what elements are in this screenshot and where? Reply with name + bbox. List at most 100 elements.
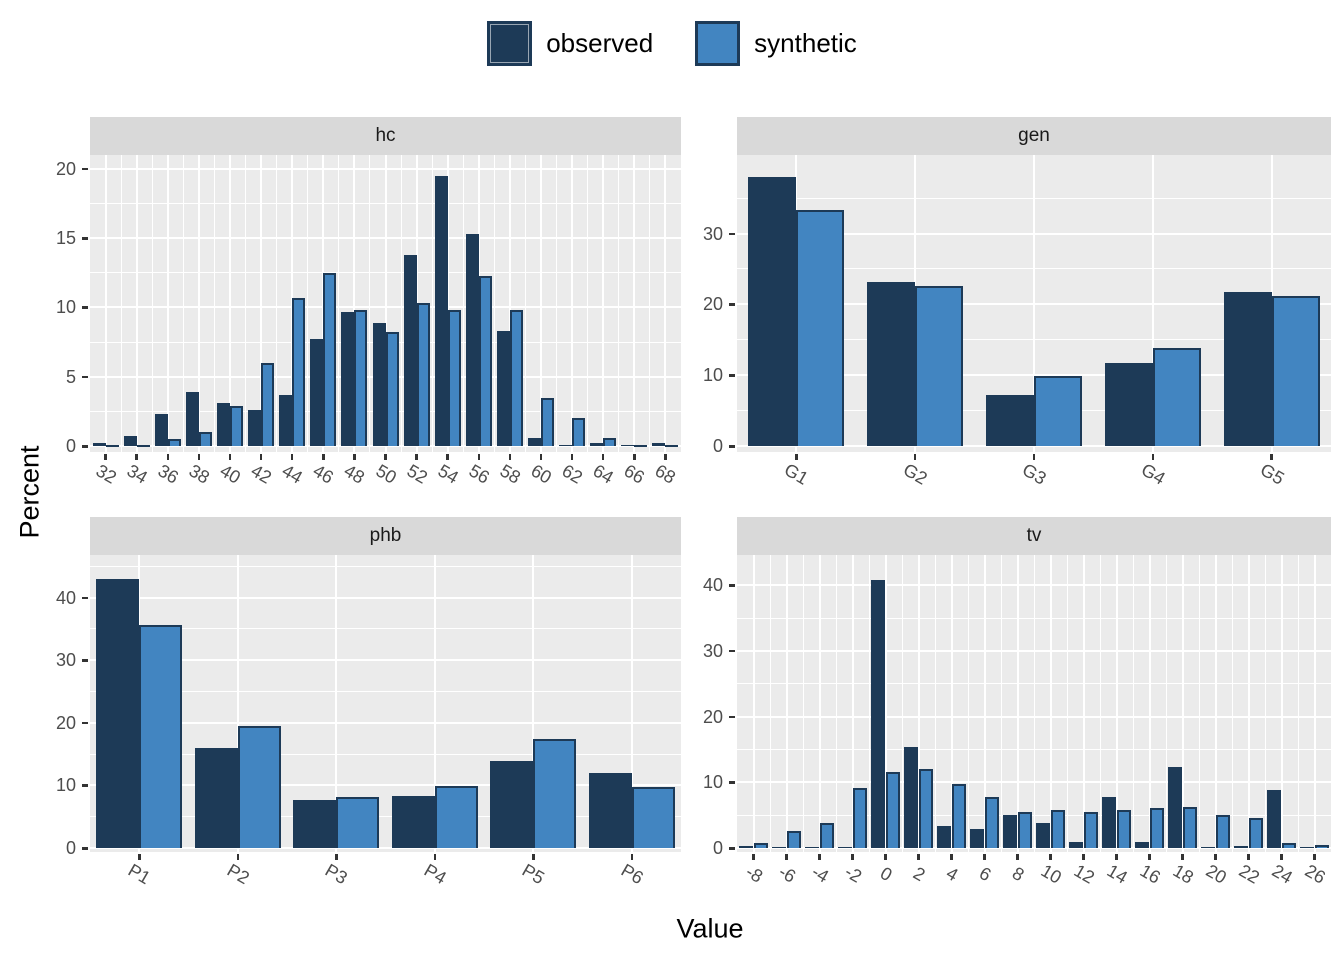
x-tick-label-tv-0: 0 — [876, 862, 896, 886]
bar-observed-10 — [1036, 823, 1051, 848]
gridline-x-major — [1214, 555, 1217, 852]
gridline-x-minor — [868, 555, 870, 852]
bar-synthetic-52 — [416, 303, 430, 446]
bar-observed-46 — [310, 339, 324, 446]
gridline-y-minor — [737, 339, 1331, 341]
bar-synthetic-P1 — [139, 625, 183, 848]
y-tick-label-phb-30: 30 — [55, 650, 76, 671]
gridline-x-minor — [431, 155, 433, 452]
x-tick-mark — [384, 454, 387, 460]
bar-observed-58 — [496, 330, 510, 446]
x-tick-label-tv--8: -8 — [741, 861, 766, 887]
gridline-x-minor — [276, 155, 278, 452]
x-tick-mark — [570, 454, 574, 460]
gridline-x-major — [446, 155, 449, 452]
gridline-y-major — [737, 584, 1331, 587]
x-tick-label-hc-44: 44 — [278, 460, 307, 488]
gridline-y-major — [737, 303, 1331, 306]
bar-synthetic-50 — [385, 332, 399, 446]
x-tick-mark — [1016, 854, 1019, 860]
gridline-y-minor — [90, 753, 681, 755]
y-tick-mark — [729, 715, 735, 719]
gridline-x-minor — [400, 155, 402, 452]
bar-synthetic-66 — [634, 444, 648, 447]
gridline-x-major — [104, 155, 107, 452]
x-tick-label-tv-26: 26 — [1301, 860, 1329, 888]
bar-observed-54 — [434, 175, 448, 446]
gridline-x-major — [135, 155, 138, 452]
y-tick-mark — [729, 584, 735, 587]
bar-observed-2 — [904, 747, 919, 848]
x-tick-mark — [795, 454, 798, 460]
x-tick-mark — [1247, 854, 1250, 860]
gridline-x-major — [1280, 555, 1283, 852]
bar-observed--8 — [739, 846, 754, 848]
x-tick-label-hc-32: 32 — [92, 460, 120, 488]
bar-observed-P6 — [588, 772, 632, 848]
x-tick-label-tv-6: 6 — [975, 862, 995, 886]
x-tick-label-gen-G1: G1 — [781, 459, 813, 489]
bar-observed--6 — [772, 846, 787, 848]
bar-synthetic-P3 — [336, 797, 380, 848]
y-tick-label-tv-40: 40 — [702, 575, 723, 596]
gridline-x-major — [540, 155, 543, 452]
bar-synthetic-G4 — [1152, 348, 1201, 446]
gridline-x-minor — [151, 155, 153, 452]
x-tick-mark — [1148, 854, 1151, 860]
y-tick-label-tv-10: 10 — [702, 772, 723, 793]
x-tick-mark — [1115, 854, 1118, 860]
x-tick-mark — [633, 454, 636, 460]
x-tick-mark — [1313, 854, 1316, 860]
x-tick-mark — [197, 454, 201, 460]
y-tick-label-tv-20: 20 — [702, 706, 723, 727]
gridline-x-minor — [901, 555, 903, 852]
y-tick-mark — [729, 649, 735, 653]
gridline-x-major — [630, 555, 633, 852]
bar-observed-G4 — [1104, 363, 1153, 446]
x-tick-mark — [630, 854, 633, 860]
x-tick-mark — [477, 454, 481, 460]
bar-observed-66 — [621, 444, 635, 446]
facet-strip-tv: tv — [737, 517, 1331, 555]
gridline-x-major — [433, 555, 436, 852]
bar-synthetic-60 — [541, 397, 555, 446]
y-tick-label-tv-30: 30 — [702, 640, 723, 661]
x-tick-mark — [259, 454, 263, 460]
bar-synthetic-16 — [1149, 807, 1164, 848]
x-tick-label-phb-P2: P2 — [223, 859, 253, 889]
y-tick-mark — [82, 659, 88, 662]
bar-synthetic-42 — [261, 362, 275, 446]
y-tick-mark — [82, 375, 88, 379]
gridline-x-major — [917, 555, 920, 852]
bar-synthetic-8 — [1017, 811, 1032, 848]
x-tick-label-hc-40: 40 — [216, 460, 244, 488]
bar-synthetic-32 — [105, 444, 119, 447]
x-tick-label-phb-P1: P1 — [124, 859, 155, 889]
gridline-y-minor — [737, 197, 1331, 199]
facet-panel-tv — [737, 555, 1331, 852]
gridline-x-major — [532, 555, 535, 852]
bar-observed-16 — [1135, 841, 1150, 848]
bar-synthetic-38 — [198, 432, 212, 446]
x-tick-label-hc-66: 66 — [620, 460, 649, 488]
bar-observed-P4 — [391, 796, 435, 848]
bar-synthetic-24 — [1281, 843, 1296, 848]
x-tick-label-phb-P6: P6 — [617, 859, 647, 889]
y-tick-label-gen-0: 0 — [712, 436, 723, 456]
gridline-x-minor — [618, 155, 620, 452]
bar-synthetic-20 — [1215, 814, 1230, 848]
bar-synthetic-G2 — [915, 285, 964, 446]
bar-synthetic-58 — [509, 310, 523, 446]
x-tick-mark — [1280, 854, 1283, 860]
x-tick-mark — [1032, 454, 1036, 460]
bar-synthetic-P5 — [533, 739, 577, 848]
x-tick-mark — [415, 454, 418, 460]
x-tick-label-tv-10: 10 — [1037, 860, 1065, 888]
gridline-x-major — [384, 155, 387, 452]
bar-observed-14 — [1102, 797, 1117, 848]
gridline-x-minor — [1231, 555, 1233, 852]
gridline-x-minor — [182, 155, 184, 452]
legend-label-synthetic: synthetic — [754, 28, 857, 58]
gridline-y-major — [90, 445, 681, 447]
bar-synthetic--8 — [753, 842, 768, 848]
